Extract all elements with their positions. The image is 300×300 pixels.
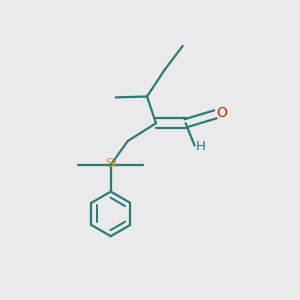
Text: Si: Si bbox=[105, 158, 117, 170]
Text: H: H bbox=[196, 140, 206, 153]
Text: O: O bbox=[217, 106, 227, 120]
